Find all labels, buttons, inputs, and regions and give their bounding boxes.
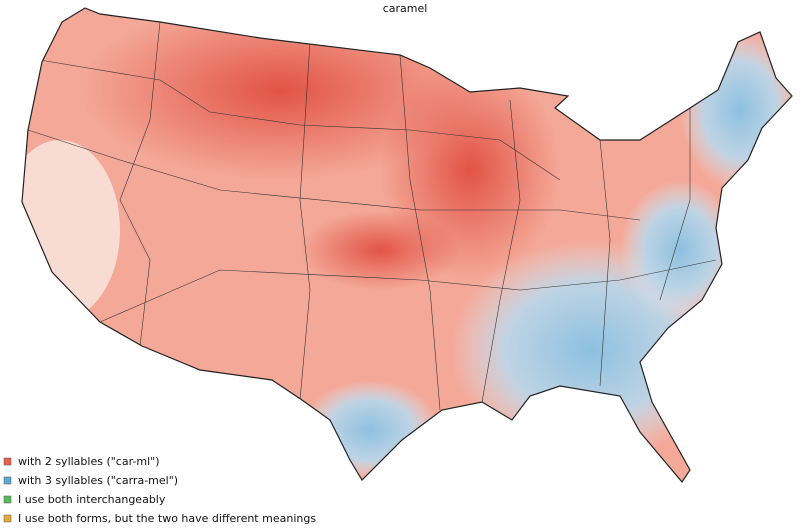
legend-swatch <box>3 495 12 504</box>
state-borders <box>27 21 717 411</box>
legend-label: I use both forms, but the two have diffe… <box>18 512 316 525</box>
legend-swatch <box>3 476 12 485</box>
map-title: caramel <box>383 2 428 15</box>
shade <box>680 30 792 190</box>
shade <box>620 180 740 320</box>
legend-label: I use both interchangeably <box>18 493 166 506</box>
shade <box>22 140 120 320</box>
legend-label: with 3 syllables ("carra-mel") <box>18 474 178 487</box>
legend-swatch <box>3 514 12 523</box>
legend: with 2 syllables ("car-ml") with 3 syllab… <box>3 455 316 525</box>
legend-label: with 2 syllables ("car-ml") <box>18 455 160 468</box>
shade <box>300 210 460 290</box>
shade <box>300 380 440 480</box>
legend-swatch <box>3 457 12 466</box>
